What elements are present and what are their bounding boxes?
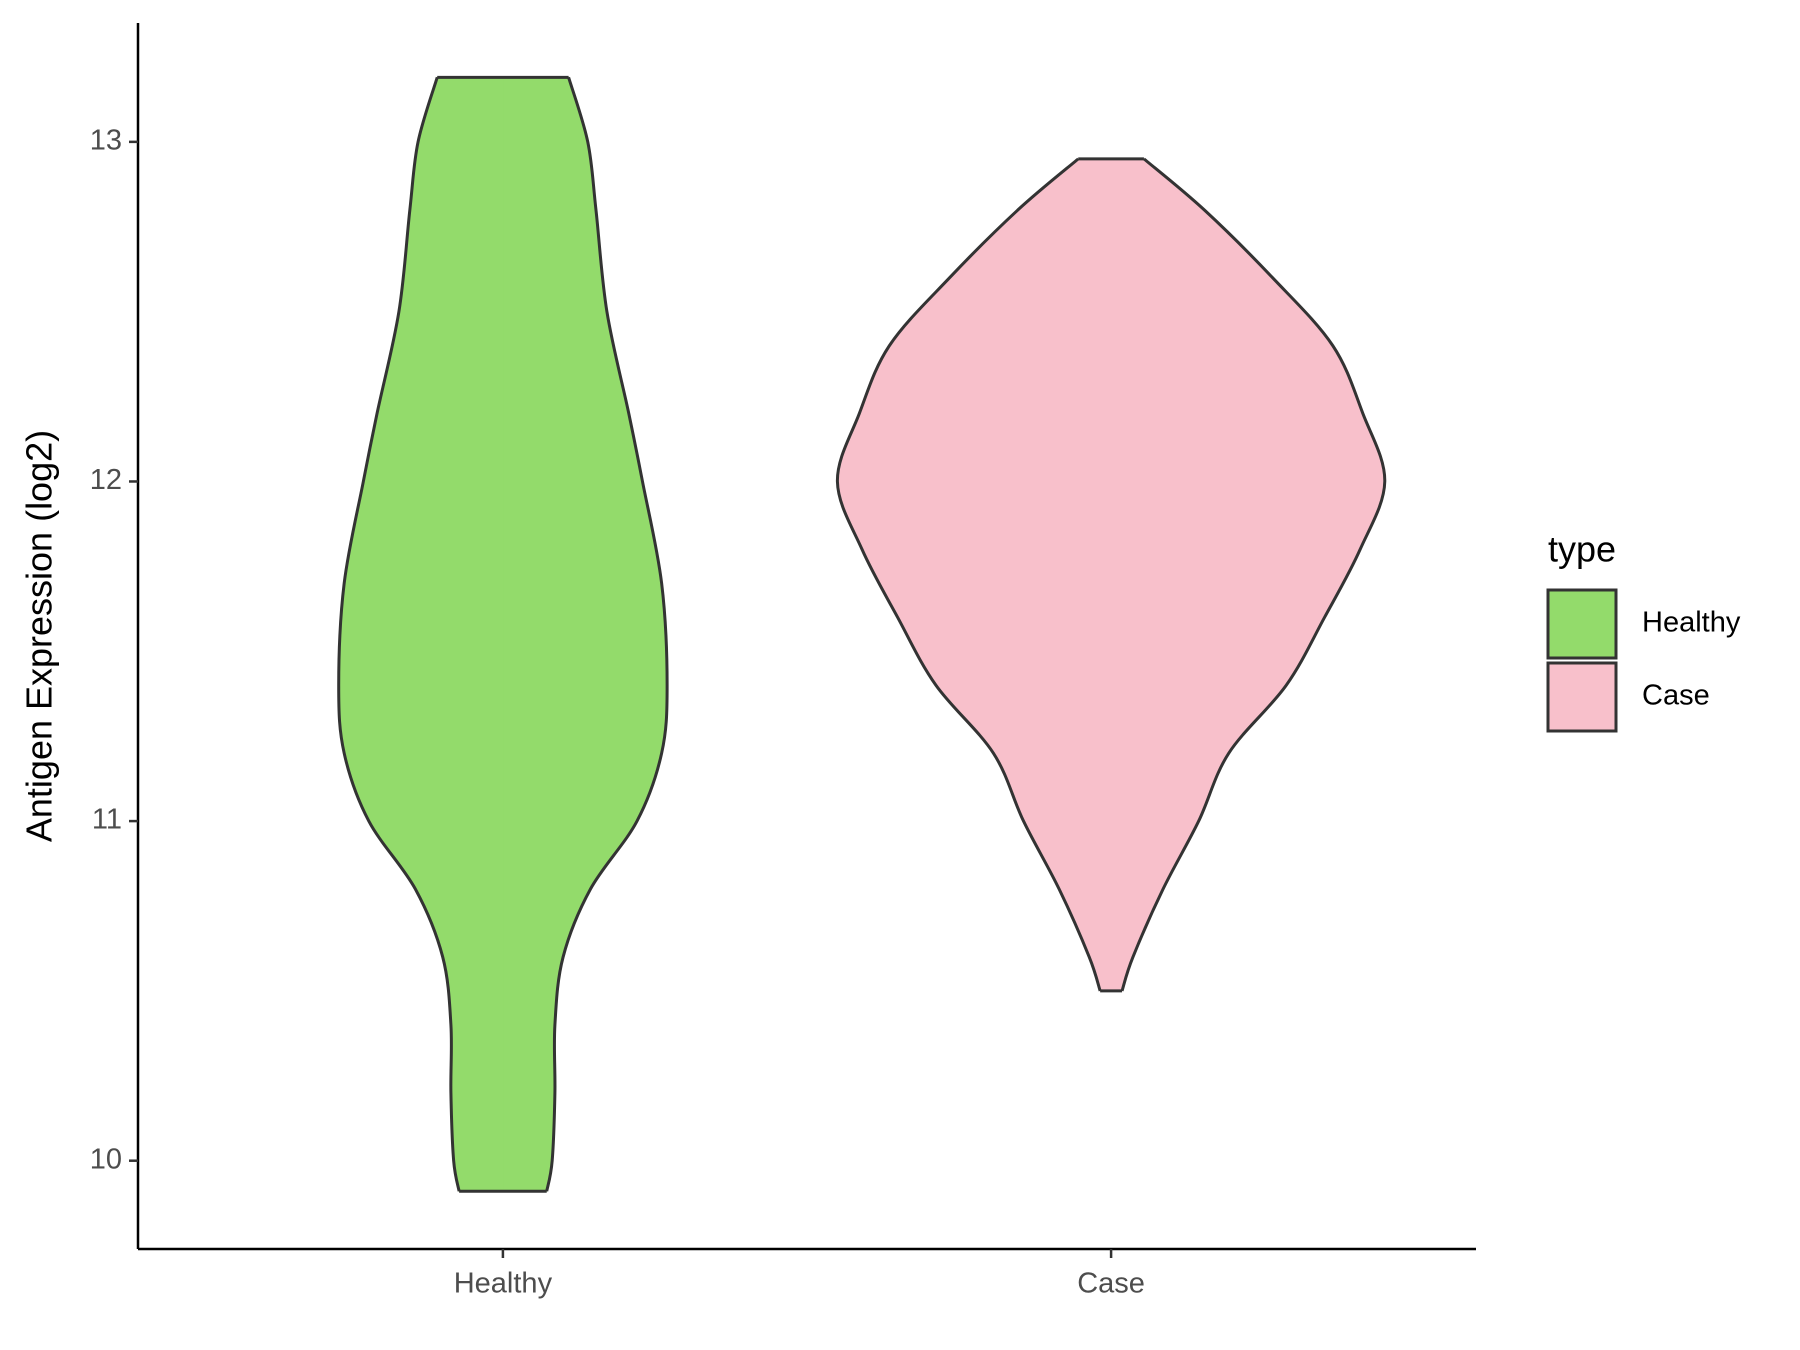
legend-label: Healthy xyxy=(1642,607,1741,639)
violin-outline xyxy=(835,157,1102,992)
legend-title: type xyxy=(1548,529,1616,570)
y-tick-label: 12 xyxy=(90,464,122,496)
y-axis-title: Antigen Expression (log2) xyxy=(19,430,60,842)
x-tick-label: Case xyxy=(1077,1268,1145,1300)
legend-label: Case xyxy=(1642,680,1710,712)
violin-outline xyxy=(545,76,669,1192)
violin-outline xyxy=(337,76,461,1192)
legend-key xyxy=(1546,588,1618,660)
violin-fill xyxy=(502,76,668,1192)
y-tick-label: 11 xyxy=(92,804,122,836)
y-tick-label: 10 xyxy=(90,1143,122,1175)
violin-fill xyxy=(1110,158,1386,992)
violin-fill xyxy=(338,76,504,1192)
x-tick-label: Healthy xyxy=(454,1268,553,1300)
violin-fill xyxy=(836,158,1112,992)
violin-outline xyxy=(1120,157,1387,992)
y-tick-label: 13 xyxy=(90,125,122,157)
legend-key xyxy=(1546,661,1618,733)
